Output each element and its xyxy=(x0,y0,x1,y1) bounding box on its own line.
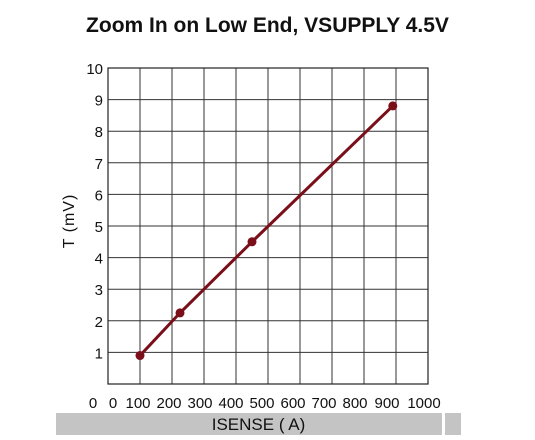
x-tick-label: 1000 xyxy=(407,395,440,412)
data-point xyxy=(247,237,257,247)
y-tick-label: 2 xyxy=(95,314,103,331)
plot-frame xyxy=(107,67,429,385)
chart-title: Zoom In on Low End, VSUPPLY 4.5V xyxy=(86,14,449,37)
y-tick-label: 8 xyxy=(95,124,103,141)
y-axis-label: T (mV) xyxy=(61,193,78,249)
y-axis-ticks: 1 2 3 4 5 6 7 8 9 10 xyxy=(86,61,103,362)
x-tick-label: 400 xyxy=(218,395,243,412)
x-tick-label: 800 xyxy=(342,395,367,412)
axes xyxy=(107,67,429,385)
y-tick-label: 5 xyxy=(95,219,103,236)
x-axis-label: ISENSE ( A) xyxy=(211,415,306,434)
y-tick-label: 10 xyxy=(86,61,103,78)
series-line xyxy=(138,104,395,358)
x-axis-ticks: 0 0 100 200 300 400 500 600 700 800 900 1000 xyxy=(89,395,441,412)
data-point xyxy=(388,101,398,111)
x-tick-label: 200 xyxy=(156,395,181,412)
y-tick-label: 4 xyxy=(95,251,103,268)
x-tick-label: 0 xyxy=(109,395,117,412)
x-axis-label-bar: ISENSE ( A) xyxy=(56,413,461,435)
data-point xyxy=(175,308,185,318)
x-tick-label: 0 xyxy=(89,395,97,412)
x-tick-label: 600 xyxy=(280,395,305,412)
y-tick-label: 3 xyxy=(95,282,103,299)
x-tick-label: 100 xyxy=(125,395,150,412)
x-tick-label: 500 xyxy=(249,395,274,412)
grid-lines xyxy=(108,68,428,384)
y-tick-label: 7 xyxy=(95,156,103,173)
data-point xyxy=(135,351,145,361)
x-tick-label: 900 xyxy=(374,395,399,412)
x-tick-label: 300 xyxy=(187,395,212,412)
x-axis-label-notch xyxy=(442,413,445,435)
x-tick-label: 700 xyxy=(311,395,336,412)
series-group xyxy=(135,101,398,361)
y-tick-label: 1 xyxy=(95,345,103,362)
y-tick-label: 9 xyxy=(95,93,103,110)
y-tick-label: 6 xyxy=(95,187,103,204)
